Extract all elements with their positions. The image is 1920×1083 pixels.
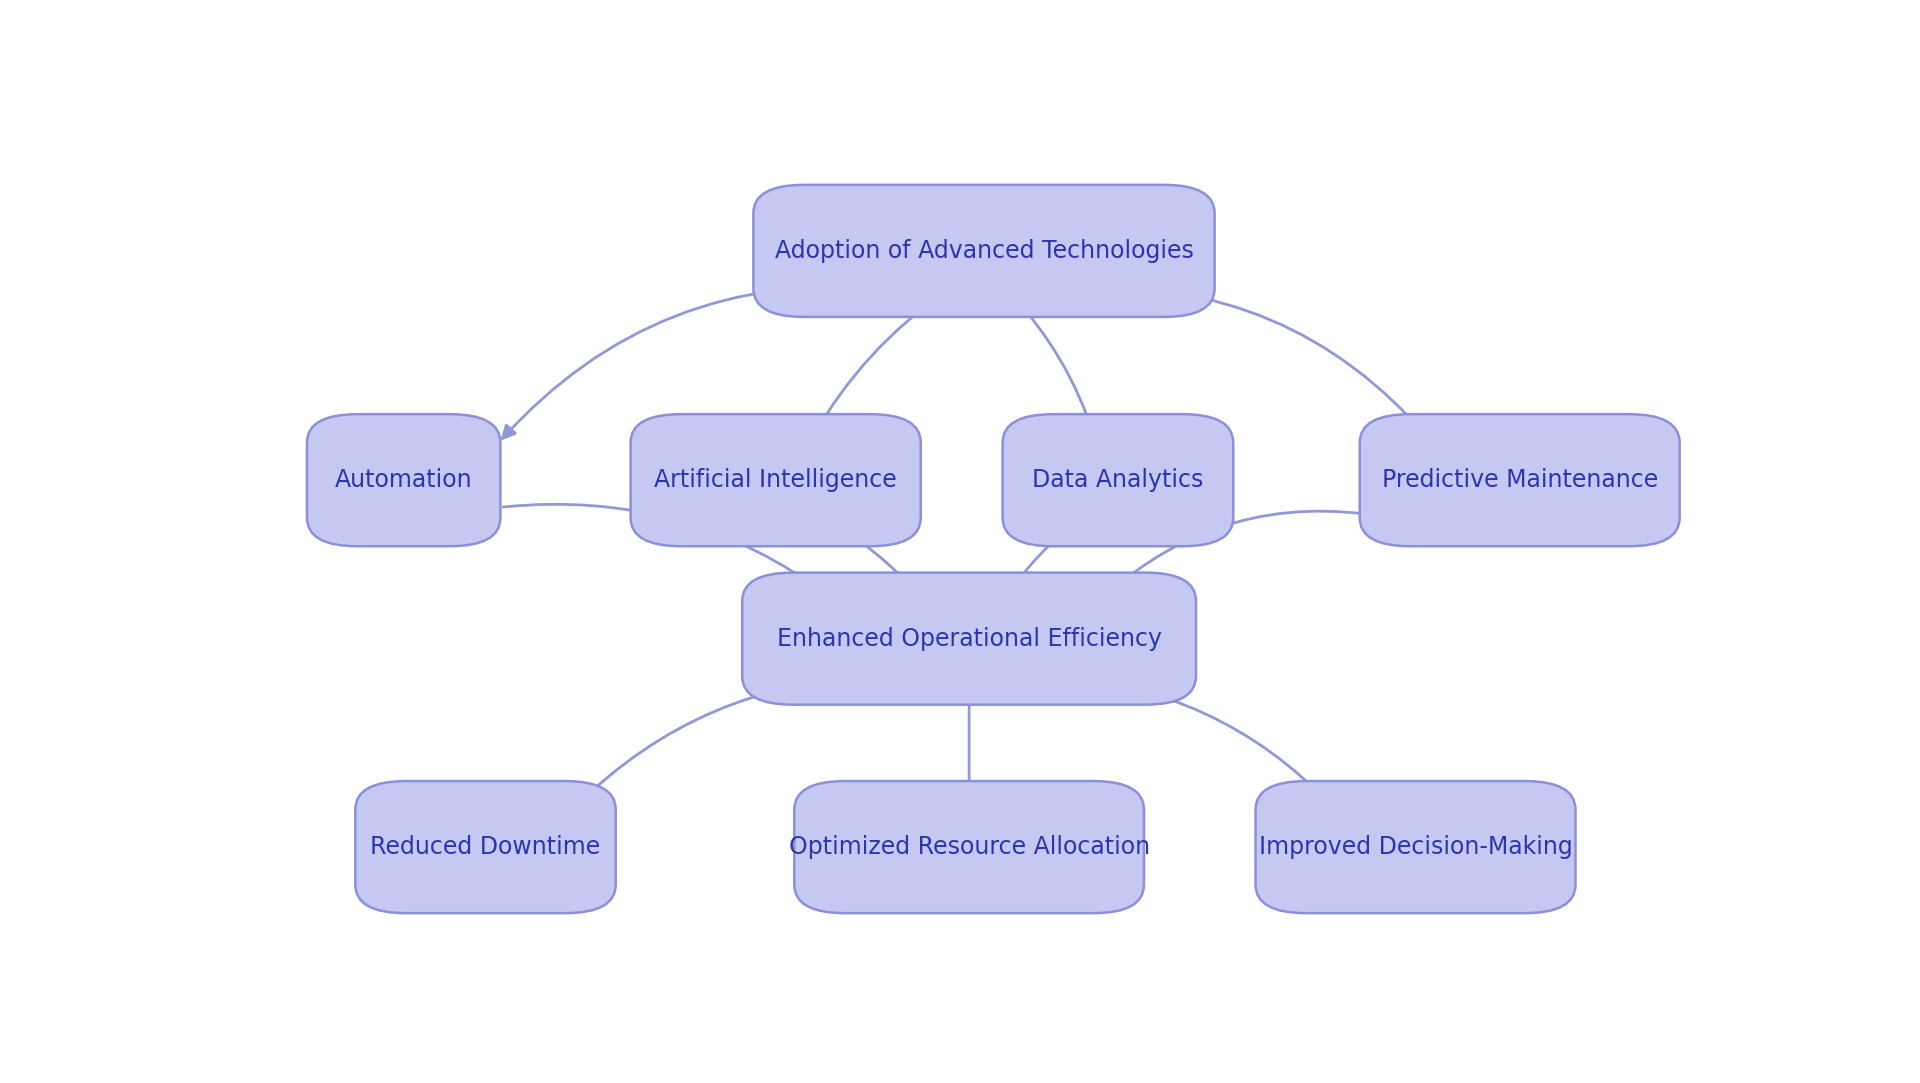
Text: Enhanced Operational Efficiency: Enhanced Operational Efficiency bbox=[776, 627, 1162, 651]
FancyBboxPatch shape bbox=[795, 781, 1144, 913]
FancyBboxPatch shape bbox=[307, 414, 501, 546]
Text: Automation: Automation bbox=[334, 468, 472, 492]
Text: Artificial Intelligence: Artificial Intelligence bbox=[655, 468, 897, 492]
FancyBboxPatch shape bbox=[1359, 414, 1680, 546]
Text: Adoption of Advanced Technologies: Adoption of Advanced Technologies bbox=[774, 239, 1194, 263]
Text: Predictive Maintenance: Predictive Maintenance bbox=[1382, 468, 1657, 492]
Text: Improved Decision-Making: Improved Decision-Making bbox=[1260, 835, 1572, 859]
Text: Reduced Downtime: Reduced Downtime bbox=[371, 835, 601, 859]
FancyBboxPatch shape bbox=[743, 573, 1196, 705]
FancyBboxPatch shape bbox=[1002, 414, 1233, 546]
FancyBboxPatch shape bbox=[1256, 781, 1576, 913]
FancyBboxPatch shape bbox=[355, 781, 616, 913]
Text: Data Analytics: Data Analytics bbox=[1033, 468, 1204, 492]
FancyBboxPatch shape bbox=[753, 185, 1215, 317]
FancyBboxPatch shape bbox=[630, 414, 922, 546]
Text: Optimized Resource Allocation: Optimized Resource Allocation bbox=[789, 835, 1150, 859]
